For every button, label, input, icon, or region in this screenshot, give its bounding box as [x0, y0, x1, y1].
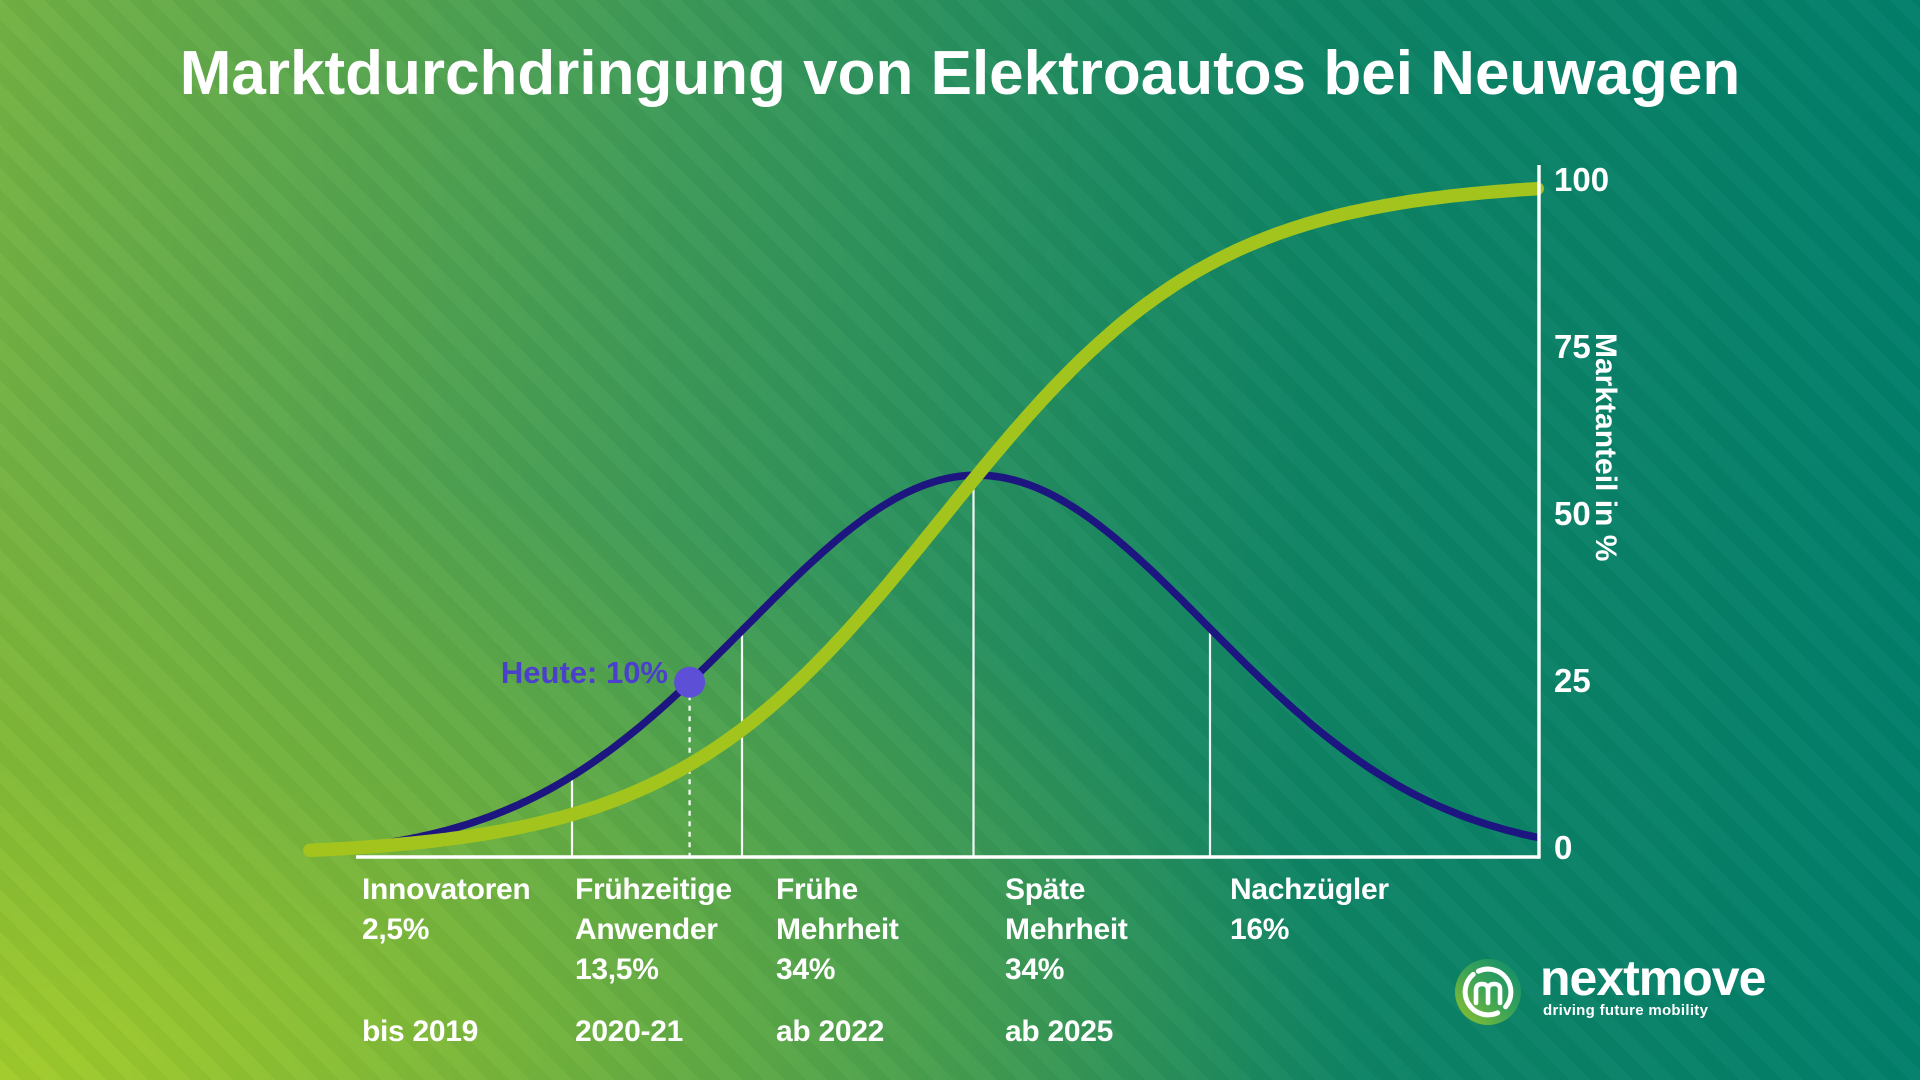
y-axis-title: Marktanteil in %	[1589, 333, 1622, 562]
segment-share: 16%	[1230, 913, 1290, 946]
y-tick-25: 25	[1554, 662, 1591, 699]
segment-share: 34%	[776, 953, 836, 986]
segment-period: 2020-21	[575, 1015, 683, 1048]
segment-period: ab 2022	[776, 1015, 884, 1048]
segment-period: bis 2019	[362, 1015, 479, 1048]
segment-innovators: Innovatoren 2,5% bis 2019	[362, 870, 577, 1048]
segment-share: 34%	[1005, 953, 1065, 986]
segment-share: 13,5%	[575, 953, 659, 986]
segment-early-majority: Frühe Mehrheit 34% ab 2022	[776, 870, 991, 1048]
today-annotation: Heute: 10%	[500, 655, 668, 690]
y-tick-75: 75	[1554, 328, 1591, 365]
segment-name-line2: Mehrheit	[1005, 913, 1128, 946]
segment-name: Späte	[1005, 873, 1086, 906]
nextmove-logo-icon	[1455, 959, 1521, 1025]
segment-name-line2: Mehrheit	[776, 913, 899, 946]
y-tick-50: 50	[1554, 495, 1591, 532]
segment-name: Frühe	[776, 873, 858, 906]
today-dot	[674, 666, 706, 698]
s-curve	[303, 181, 1544, 858]
nextmove-wordmark: nextmove	[1540, 950, 1766, 1006]
segment-name: Frühzeitige	[575, 873, 732, 906]
segment-laggards: Nachzügler 16%	[1230, 870, 1445, 950]
y-tick-0: 0	[1554, 829, 1573, 866]
segment-name: Nachzügler	[1230, 873, 1389, 906]
page-title: Marktdurchdringung von Elektroautos bei …	[179, 39, 1741, 108]
segment-early-adopters: Frühzeitige Anwender 13,5% 2020-21	[575, 870, 790, 1048]
segment-period: ab 2025	[1005, 1015, 1113, 1048]
bell-curve	[306, 471, 1541, 856]
segment-name: Innovatoren	[362, 873, 531, 906]
segment-late-majority: Späte Mehrheit 34% ab 2025	[1005, 870, 1220, 1048]
segment-extra	[362, 950, 577, 990]
segment-name-line2: Anwender	[575, 913, 718, 946]
segment-share: 2,5%	[362, 913, 430, 946]
nextmove-tagline: driving future mobility	[1543, 1002, 1709, 1019]
y-tick-100: 100	[1554, 161, 1610, 198]
